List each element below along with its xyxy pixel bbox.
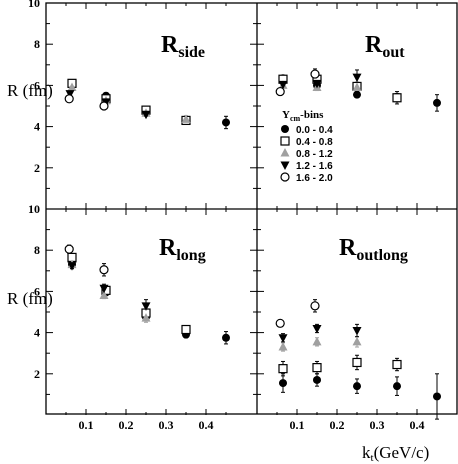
legend-label: 0.4 - 0.8: [296, 137, 333, 148]
legend-marker: [280, 136, 290, 146]
data-point: [222, 333, 230, 342]
data-point: [64, 244, 74, 254]
data-point: [64, 94, 74, 104]
legend-marker: [281, 125, 289, 133]
legend-marker: [280, 148, 290, 157]
y-tick-label: 6: [34, 78, 40, 92]
data-point: [99, 265, 109, 275]
data-point: [67, 262, 77, 271]
x-tick-label: 0.4: [199, 418, 214, 432]
data-point: [312, 363, 322, 373]
y-tick-label: 8: [34, 243, 40, 257]
data-point: [279, 379, 287, 388]
y-tick-label: 2: [34, 367, 40, 381]
data-point: [310, 69, 320, 79]
legend: Ycm-bins 0.0 - 0.40.4 - 0.80.8 - 1.21.2 -…: [280, 109, 333, 184]
legend-label: 0.0 - 0.4: [296, 125, 333, 136]
data-point: [278, 342, 288, 351]
data-point: [353, 90, 361, 99]
x-tick-label: 0.2: [119, 418, 134, 432]
panel-title-long: Rlong: [159, 235, 206, 264]
legend-title: Ycm-bins: [282, 109, 324, 123]
data-point: [141, 313, 151, 322]
data-point: [352, 336, 362, 346]
data-point: [312, 336, 322, 346]
x-tick-label: 0.3: [159, 418, 174, 432]
y-tick-label: 10: [28, 202, 40, 216]
data-markers: [64, 69, 441, 401]
y-tick-label: 6: [34, 284, 40, 298]
data-point: [352, 327, 362, 336]
x-tick-label: 0.1: [79, 418, 94, 432]
data-point: [392, 93, 402, 103]
data-point: [353, 382, 361, 391]
y-tick-label: 4: [34, 326, 40, 340]
data-point: [312, 324, 322, 334]
data-point: [275, 318, 285, 328]
data-point: [278, 80, 288, 90]
data-point: [181, 114, 191, 123]
x-tick-label: 0.2: [330, 418, 345, 432]
y-tick-label: 4: [34, 120, 40, 134]
data-point: [433, 98, 441, 107]
legend-label: 1.6 - 2.0: [296, 173, 333, 184]
legend-marker: [280, 172, 290, 182]
x-tick-label: 0.1: [290, 418, 305, 432]
x-tick-label: 0.4: [410, 418, 425, 432]
legend-label: 0.8 - 1.2: [296, 149, 333, 160]
panel-titles: Rside Rout Rlong Routlong: [159, 32, 408, 264]
data-point: [312, 79, 322, 89]
data-point: [393, 382, 401, 391]
x-axis-label: kt(GeV/c): [362, 443, 429, 464]
error-bars: [67, 68, 439, 420]
data-point: [99, 284, 109, 294]
data-point: [141, 110, 151, 120]
data-point: [310, 301, 320, 311]
panel-title-out: Rout: [365, 32, 405, 61]
data-point: [352, 357, 362, 368]
axis-tick-labels: 2 4 6 8 10 2 4 6 8 10 0.1 0.2 0.3 0.4 0.1 0.2 0.3 0.4: [28, 0, 425, 432]
legend-label: 1.2 - 1.6: [296, 161, 333, 172]
data-point: [433, 392, 441, 401]
data-point: [67, 82, 77, 91]
legend-marker: [280, 161, 290, 170]
data-point: [99, 290, 109, 300]
data-point: [352, 73, 362, 83]
data-point: [181, 324, 191, 335]
data-point: [278, 334, 288, 343]
panel-title-side: Rside: [161, 32, 205, 61]
y-axis-label-bottom: R (fm): [7, 289, 53, 308]
data-point: [392, 359, 402, 370]
data-point: [313, 375, 321, 384]
data-point: [141, 302, 151, 311]
data-point: [278, 364, 288, 374]
panel-title-outlong: Routlong: [339, 235, 408, 264]
data-point: [222, 118, 230, 127]
panel-frames: [45, 2, 458, 415]
y-axis-label-top: R (fm): [7, 81, 53, 100]
y-tick-label: 8: [34, 37, 40, 51]
y-tick-label: 2: [34, 161, 40, 175]
y-tick-label: 10: [28, 0, 40, 10]
data-point: [275, 86, 285, 97]
x-tick-label: 0.3: [370, 418, 385, 432]
data-point: [99, 101, 109, 111]
data-point: [352, 82, 362, 91]
